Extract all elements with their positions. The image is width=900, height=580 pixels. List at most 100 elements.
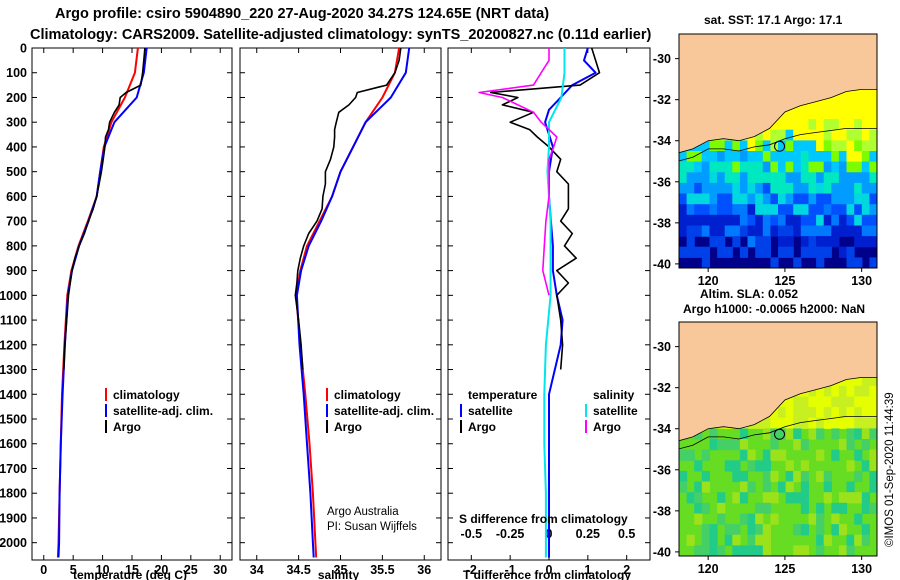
sst-map-title: sat. SST: 17.1 Argo: 17.1: [704, 13, 843, 27]
ocean-pixel: [694, 182, 703, 195]
ocean-pixel: [854, 97, 863, 109]
ocean-pixel: [831, 417, 840, 429]
ocean-pixel: [808, 214, 817, 226]
sla-map-title-line1: Altim. SLA: 0.052: [700, 287, 798, 301]
x-tick-label: 35.5: [370, 563, 394, 577]
ocean-pixel: [724, 172, 733, 184]
ocean-pixel: [854, 119, 863, 131]
ocean-pixel: [785, 140, 794, 152]
ocean-pixel: [778, 140, 787, 152]
ocean-pixel: [846, 257, 855, 268]
ocean-pixel: [869, 257, 877, 268]
ocean-pixel: [739, 225, 749, 237]
ocean-pixel: [747, 182, 756, 195]
ocean-pixel: [694, 161, 703, 173]
ocean-pixel: [739, 246, 749, 258]
ocean-pixel: [854, 257, 863, 268]
ocean-pixel: [823, 129, 832, 141]
series-line-climatology: [295, 47, 401, 558]
x2-tick-label: -0.5: [461, 527, 483, 541]
ocean-pixel: [694, 246, 703, 258]
ocean-pixel: [717, 246, 726, 258]
ocean-pixel: [869, 407, 877, 419]
x-tick-label: 25: [184, 563, 198, 577]
lat-tick-label: -38: [653, 216, 671, 230]
depth-tick-label: 1400: [0, 388, 27, 402]
lat-tick-label: -40: [653, 545, 671, 559]
ocean-pixel: [816, 172, 825, 184]
x-tick-label: 2: [623, 563, 630, 577]
ocean-pixel: [739, 545, 749, 556]
ocean-pixel: [869, 449, 877, 461]
ocean-pixel: [846, 407, 855, 419]
ocean-pixel: [724, 204, 733, 216]
ocean-pixel: [854, 470, 863, 483]
ocean-pixel: [854, 417, 863, 429]
ocean-pixel: [724, 161, 733, 173]
depth-tick-label: 400: [6, 140, 27, 154]
ocean-pixel: [793, 161, 802, 173]
series-line-salinity-argo: [478, 48, 558, 296]
ocean-pixel: [854, 225, 863, 237]
ocean-pixel: [732, 492, 741, 504]
ocean-pixel: [808, 193, 817, 205]
ocean-pixel: [838, 502, 848, 514]
ocean-pixel: [732, 524, 741, 536]
ocean-pixel: [831, 97, 840, 109]
ocean-pixel: [747, 151, 756, 163]
ocean-pixel: [762, 428, 771, 440]
ocean-pixel: [838, 129, 848, 141]
ocean-pixel: [861, 524, 870, 536]
lat-tick-label: -38: [653, 504, 671, 518]
ocean-pixel: [694, 225, 703, 237]
plot-frame: [239, 47, 442, 561]
ocean-pixel: [694, 214, 703, 226]
lon-tick-label: 130: [851, 562, 872, 576]
ocean-pixel: [762, 449, 771, 461]
ocean-pixel: [838, 151, 848, 163]
depth-tick-label: 100: [6, 66, 27, 80]
ocean-pixel: [854, 492, 863, 504]
ocean-pixel: [778, 236, 787, 248]
ocean-pixel: [762, 193, 771, 205]
ocean-pixel: [800, 502, 809, 514]
ocean-pixel: [747, 449, 756, 461]
ocean-pixel: [854, 87, 863, 99]
ocean-pixel: [861, 385, 870, 397]
ocean-pixel: [846, 481, 855, 493]
ocean-pixel: [854, 172, 863, 184]
ocean-pixel: [793, 214, 802, 226]
ocean-pixel: [747, 545, 756, 556]
ocean-pixel: [861, 460, 870, 472]
ocean-pixel: [724, 524, 733, 536]
ocean-pixel: [861, 375, 870, 387]
ocean-pixel: [724, 151, 733, 163]
ocean-pixel: [778, 151, 787, 163]
ocean-pixel: [770, 151, 779, 163]
ocean-pixel: [762, 129, 771, 141]
depth-tick-label: 2000: [0, 536, 27, 550]
ocean-pixel: [755, 524, 764, 536]
ocean-pixel: [739, 172, 749, 184]
legend-label-climatology: climatology: [113, 388, 180, 402]
ocean-pixel: [709, 161, 718, 173]
ocean-pixel: [778, 119, 787, 131]
ocean-pixel: [747, 214, 756, 226]
ocean-pixel: [823, 236, 832, 248]
ocean-pixel: [831, 182, 840, 195]
ocean-pixel: [770, 193, 779, 205]
ocean-pixel: [762, 470, 771, 483]
depth-tick-label: 1900: [0, 511, 27, 525]
ocean-pixel: [747, 172, 756, 184]
ocean-pixel: [861, 97, 870, 109]
ocean-pixel: [854, 151, 863, 163]
ocean-pixel: [778, 449, 787, 461]
ocean-pixel: [793, 182, 802, 195]
ocean-pixel: [816, 225, 825, 237]
ocean-pixel: [831, 225, 840, 237]
ocean-pixel: [808, 151, 817, 163]
ocean-pixel: [861, 225, 870, 237]
depth-tick-label: 200: [6, 91, 27, 105]
ocean-pixel: [701, 470, 710, 483]
ocean-pixel: [823, 407, 832, 419]
